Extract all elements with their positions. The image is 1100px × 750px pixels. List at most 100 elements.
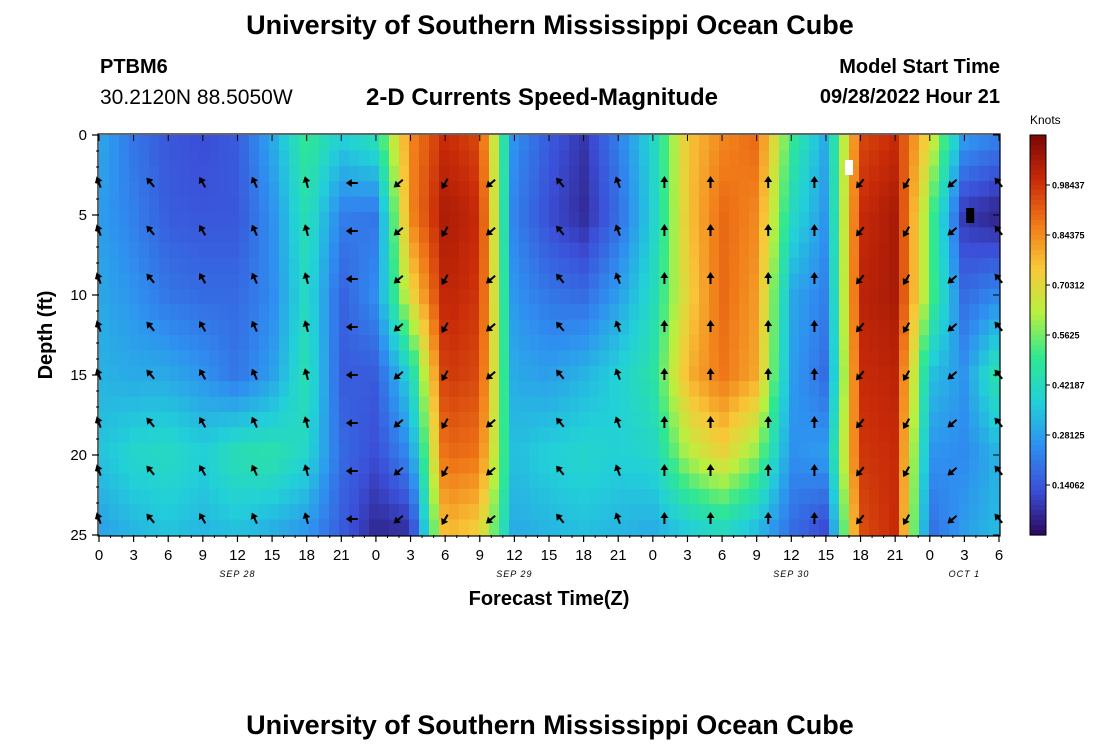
heatmap-cell [419, 135, 430, 151]
heatmap-cell [329, 319, 340, 336]
heatmap-cell [199, 258, 210, 275]
current-arrow [302, 512, 311, 525]
heatmap-cell [549, 519, 560, 536]
heatmap-cell [389, 211, 400, 228]
heatmap-cell [309, 427, 320, 444]
heatmap-cell [579, 411, 590, 428]
heatmap-cell [589, 427, 600, 444]
current-arrow [485, 371, 496, 380]
heatmap-cell [469, 504, 480, 521]
heatmap-cell [369, 196, 380, 213]
heatmap-cell [879, 150, 890, 167]
heatmap-cell [929, 258, 940, 275]
heatmap-cell [119, 473, 130, 490]
heatmap-cell [859, 335, 870, 351]
heatmap-cell [609, 427, 620, 444]
heatmap-cell [629, 519, 640, 536]
x-tick-label: 21 [333, 547, 350, 564]
heatmap-cell [929, 504, 940, 521]
heatmap-cell [889, 135, 900, 151]
heatmap-cell [599, 258, 610, 275]
heatmap-cell [509, 411, 520, 428]
colorbar-segment [1030, 475, 1046, 481]
heatmap-cell [649, 335, 660, 351]
heatmap-cell [789, 135, 800, 151]
heatmap-cell [429, 411, 440, 428]
heatmap-cell [559, 473, 570, 490]
heatmap-cell [119, 211, 130, 228]
heatmap-cell [989, 504, 1000, 521]
heatmap-cell [479, 181, 490, 198]
heatmap-cell [549, 365, 560, 382]
heatmap-cell [399, 273, 410, 290]
heatmap-cell [529, 381, 540, 398]
heatmap-cell [249, 427, 260, 444]
heatmap-cell [409, 135, 420, 151]
heatmap-cell [799, 442, 810, 459]
heatmap-cell [969, 519, 980, 536]
heatmap-cell [979, 242, 990, 259]
heatmap-cell [179, 258, 190, 275]
heatmap-cell [509, 181, 520, 198]
heatmap-cell [949, 258, 960, 275]
heatmap-cell [569, 381, 580, 398]
heatmap-cell [729, 196, 740, 213]
colorbar-segment [1030, 335, 1046, 341]
heatmap-cell [219, 396, 230, 413]
heatmap-cell [819, 473, 830, 490]
heatmap-cell [369, 288, 380, 305]
heatmap-cell [949, 504, 960, 521]
heatmap-cell [169, 396, 180, 413]
heatmap-cell [749, 365, 760, 382]
heatmap-cell [659, 181, 670, 198]
heatmap-cell [379, 381, 390, 398]
heatmap-cell [169, 242, 180, 259]
heatmap-cell [869, 427, 880, 444]
colorbar-segment [1030, 165, 1046, 171]
heatmap-cell [719, 427, 730, 444]
heatmap-cell [749, 196, 760, 213]
heatmap-cell [489, 150, 500, 167]
heatmap-cell [989, 365, 1000, 382]
heatmap-cell [839, 519, 850, 536]
heatmap-cell [819, 427, 830, 444]
heatmap-cell [989, 488, 1000, 505]
heatmap-cell [129, 473, 140, 490]
heatmap-cell [639, 273, 650, 290]
heatmap-cell [789, 335, 800, 351]
current-arrow [947, 371, 958, 380]
heatmap-cell [319, 242, 330, 259]
x-tick-label: 18 [575, 547, 592, 564]
colorbar-segment [1030, 355, 1046, 361]
heatmap-cell [899, 196, 910, 213]
heatmap-cell [269, 165, 280, 182]
heatmap-cell [929, 165, 940, 182]
heatmap-cell [599, 335, 610, 351]
heatmap-cell [609, 319, 620, 336]
heatmap-cell [219, 150, 230, 167]
heatmap-cell [339, 304, 350, 321]
heatmap-cell [279, 319, 290, 336]
heatmap-cell [649, 150, 660, 167]
marker [966, 208, 975, 223]
heatmap-cell [149, 242, 160, 259]
heatmap-cell [359, 427, 370, 444]
heatmap-cell [709, 211, 720, 228]
heatmap-cell [129, 427, 140, 444]
heatmap-cell [189, 473, 200, 490]
heatmap-cell [739, 288, 750, 305]
heatmap-cell [529, 258, 540, 275]
heatmap-cell [639, 319, 650, 336]
heatmap-cell [819, 381, 830, 398]
heatmap-cell [629, 304, 640, 321]
heatmap-cell [349, 135, 360, 151]
heatmap-cell [769, 242, 780, 259]
heatmap-cell [769, 365, 780, 382]
heatmap-cell [259, 335, 270, 351]
heatmap-cell [749, 304, 760, 321]
heatmap-cell [229, 365, 240, 382]
heatmap-cell [469, 442, 480, 459]
heatmap-cell [519, 335, 530, 351]
heatmap-cell [799, 519, 810, 536]
heatmap-cell [209, 473, 220, 490]
